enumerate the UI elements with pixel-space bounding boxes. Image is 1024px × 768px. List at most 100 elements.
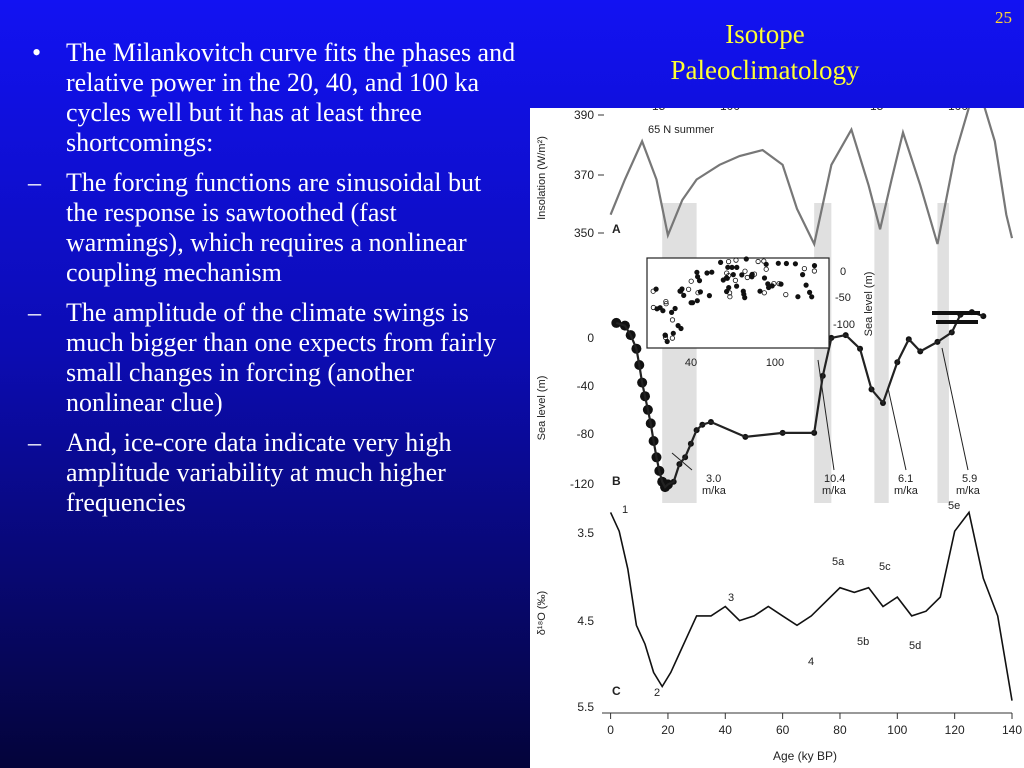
inset-point [726,259,732,265]
inset-point [663,301,669,307]
inset-point [757,288,763,294]
x-tick-label: 60 [776,723,790,737]
inset-ytick: 0 [840,266,846,278]
termination-band [874,203,889,503]
inset-point [727,290,733,296]
isotope-stage-label: 5b [857,636,869,648]
panel-c-ytick: 3.5 [577,526,594,540]
isotope-stage-label: 5a [832,556,845,568]
inset-point [755,258,761,265]
inset-point [729,264,735,270]
rate-unit: m/ka [702,485,727,497]
panel-a-ytick: 370 [574,168,594,182]
isotope-stage-label: 4 [808,656,814,668]
inset-point [718,259,724,265]
bullet-mark: • [32,38,42,67]
inset-point [706,293,712,299]
inset-point [726,285,732,291]
rate-unit: m/ka [822,485,847,497]
inset-point [688,300,694,306]
isotope-stage-label: 2 [654,687,660,699]
slide-number: 25 [995,8,1012,27]
x-tick-label: 0 [607,723,614,737]
top-period-label: 15 [870,108,884,113]
panel-b-ylabel: Sea level (m) [536,376,548,441]
inset-point [771,281,777,287]
top-period-label: 100 [720,108,740,113]
rate-value: 5.9 [962,473,977,485]
inset-point [742,268,748,274]
top-period-label: 15 [652,108,666,113]
panel-b-ytick: -80 [577,427,595,441]
inset-point [761,275,768,281]
sub-bullet-list: – The forcing functions are sinusoidal b… [18,168,518,518]
x-tick-label: 80 [833,723,847,737]
inset-point [681,292,687,298]
rate-arrow [887,387,907,471]
x-axis-ticks: 0 20 40 60 80 100 120 140 [607,713,1022,737]
inset-point [695,290,701,296]
x-tick-label: 140 [1002,723,1022,737]
inset-point [704,270,710,276]
x-tick-label: 40 [719,723,733,737]
x-tick-label: 120 [945,723,965,737]
insolation-curve [609,108,1014,248]
sub-bullet: – The amplitude of the climate swings is… [18,298,518,418]
inset-point [749,274,755,280]
inset-point [664,338,670,345]
x-tick-label: 20 [661,723,675,737]
rate-unit: m/ka [956,485,981,497]
inset-point [761,290,767,296]
inset-point [730,272,736,278]
title-line-1: Isotope [725,19,805,49]
inset-point [743,256,749,262]
isotope-stage-label: 3 [728,592,734,604]
d18o-curve [609,510,1013,701]
bullet-list: • The Milankovitch curve fits the phases… [18,38,518,528]
main-bullet-text: The Milankovitch curve fits the phases a… [66,38,516,157]
isotope-stage-label: 5c [879,561,891,573]
inset-point [732,277,738,283]
top-period-label: 100 [948,108,968,113]
panel-c-ylabel: δ¹⁸O (‰) [536,591,548,635]
inset-point [742,295,748,301]
inset-point [803,282,809,288]
inset-point [724,270,730,276]
inset-point [660,308,666,314]
panel-a-ylabel: Insolation (W/m²) [536,136,548,220]
inset-ylabel: Sea level (m) [863,272,875,337]
inset-point [677,288,683,294]
inset-point [669,317,676,323]
inset-frame [646,257,830,349]
inset-point [734,283,740,289]
glacial-termination-bands [662,203,949,503]
inset-point [761,258,767,264]
termination-band [662,203,697,503]
panel-b-ytick: -120 [570,477,594,491]
sub-bullet-text: The amplitude of the climate swings is m… [66,298,497,417]
inset-point [801,266,807,272]
panel-c-ytick: 4.5 [577,614,594,628]
inset-point [783,292,789,298]
inset-point [733,257,739,263]
inset-point [672,305,678,312]
panel-c-label: C [612,684,621,698]
isotope-stage-label: 5d [909,640,921,652]
inset-point [686,286,692,292]
inset-point [694,298,700,304]
inset-point [734,264,740,270]
dash-mark: – [28,428,41,457]
rate-arrow [817,359,835,471]
sea-level-inset: 0 -50 -100 Sea level (m) 40 100 [646,256,875,369]
inset-point [663,299,669,305]
panel-b-ytick: 0 [587,331,594,345]
sub-bullet-text: And, ice-core data indicate very high am… [66,428,452,517]
sub-bullet: – The forcing functions are sinusoidal b… [18,168,518,288]
sea-level-curve [615,310,984,489]
rate-value: 10.4 [824,473,845,485]
inset-point [670,330,676,336]
isotope-stage-label: 5e [948,500,960,512]
rate-value: 6.1 [898,473,913,485]
inset-xtick: 40 [685,357,697,369]
inset-point [775,260,781,266]
